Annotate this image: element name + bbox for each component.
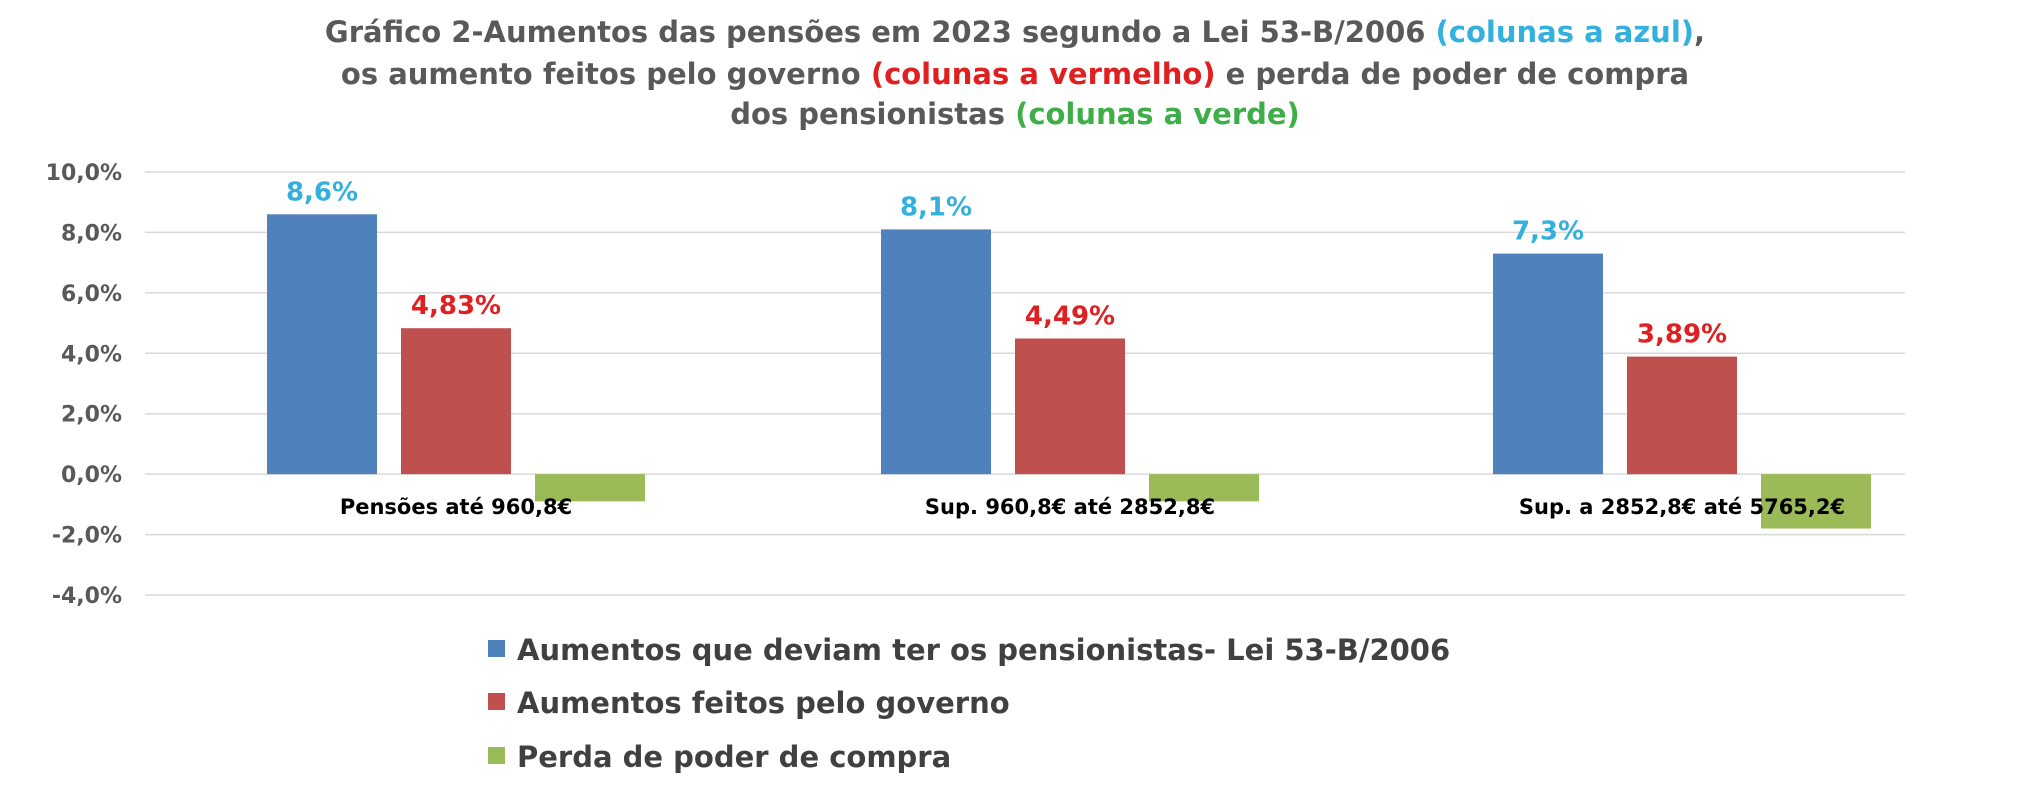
bar-series-1-cat-1 <box>267 214 377 475</box>
category-label: Pensões até 960,8€ <box>340 495 572 519</box>
bars <box>267 214 1871 529</box>
bar-series-2-cat-2 <box>1015 338 1125 475</box>
bar-series-1-cat-2 <box>881 229 991 475</box>
title-segment: (colunas a verde) <box>1015 97 1300 131</box>
data-label: 8,6% <box>286 177 358 207</box>
y-tick-label: 8,0% <box>61 221 122 246</box>
legend-label: Aumentos feitos pelo governo <box>517 686 1010 720</box>
legend-label: Aumentos que deviam ter os pensionistas-… <box>517 633 1450 667</box>
y-tick-label: 2,0% <box>61 403 122 428</box>
title-segment: dos pensionistas <box>730 97 1015 131</box>
y-tick-label: 4,0% <box>61 342 122 367</box>
chart-title: Gráfico 2-Aumentos das pensões em 2023 s… <box>325 15 1705 131</box>
title-segment: e perda de poder de compra <box>1216 57 1690 91</box>
title-line-1: Gráfico 2-Aumentos das pensões em 2023 s… <box>325 15 1705 49</box>
bar-series-2-cat-3 <box>1627 356 1737 475</box>
bar-series-2-cat-1 <box>401 328 511 475</box>
y-tick-label: 10,0% <box>46 161 122 186</box>
data-label: 4,83% <box>411 291 501 321</box>
y-tick-label: -2,0% <box>52 524 122 549</box>
title-line-3: dos pensionistas (colunas a verde) <box>730 97 1300 131</box>
title-segment: (colunas a azul) <box>1436 15 1694 49</box>
bar-series-3-cat-1 <box>535 474 645 502</box>
legend-label: Perda de poder de compra <box>517 740 951 774</box>
bar-series-3-cat-3 <box>1761 474 1871 529</box>
legend-swatch <box>488 747 505 764</box>
y-tick-label: 0,0% <box>61 463 122 488</box>
legend-swatch <box>488 640 505 657</box>
title-segment: (colunas a vermelho) <box>871 57 1216 91</box>
title-line-2: os aumento feitos pelo governo (colunas … <box>341 57 1689 91</box>
legend: Aumentos que deviam ter os pensionistas-… <box>488 633 1450 774</box>
category-labels: Pensões até 960,8€ Sup. 960,8€ até 2852,8… <box>340 495 1845 519</box>
bar-series-3-cat-2 <box>1149 474 1259 502</box>
bar-series-1-cat-3 <box>1493 253 1603 475</box>
data-labels: 8,6% 4,83% 8,1% 4,49% 7,3% 3,89% <box>286 177 1727 349</box>
y-axis-ticks: 10,0% 8,0% 6,0% 4,0% 2,0% 0,0% -2,0% -4,0% <box>46 161 122 609</box>
data-label: 3,89% <box>1637 320 1727 350</box>
title-segment: Gráfico 2-Aumentos das pensões em 2023 s… <box>325 15 1436 49</box>
legend-swatch <box>488 693 505 710</box>
data-label: 4,49% <box>1025 301 1115 331</box>
y-tick-label: -4,0% <box>52 584 122 609</box>
title-segment: , <box>1694 15 1705 49</box>
category-label: Sup. 960,8€ até 2852,8€ <box>925 495 1215 519</box>
y-tick-label: 6,0% <box>61 282 122 307</box>
title-segment: os aumento feitos pelo governo <box>341 57 871 91</box>
category-label: Sup. a 2852,8€ até 5765,2€ <box>1519 495 1845 519</box>
data-label: 7,3% <box>1512 217 1584 247</box>
data-label: 8,1% <box>900 192 972 222</box>
